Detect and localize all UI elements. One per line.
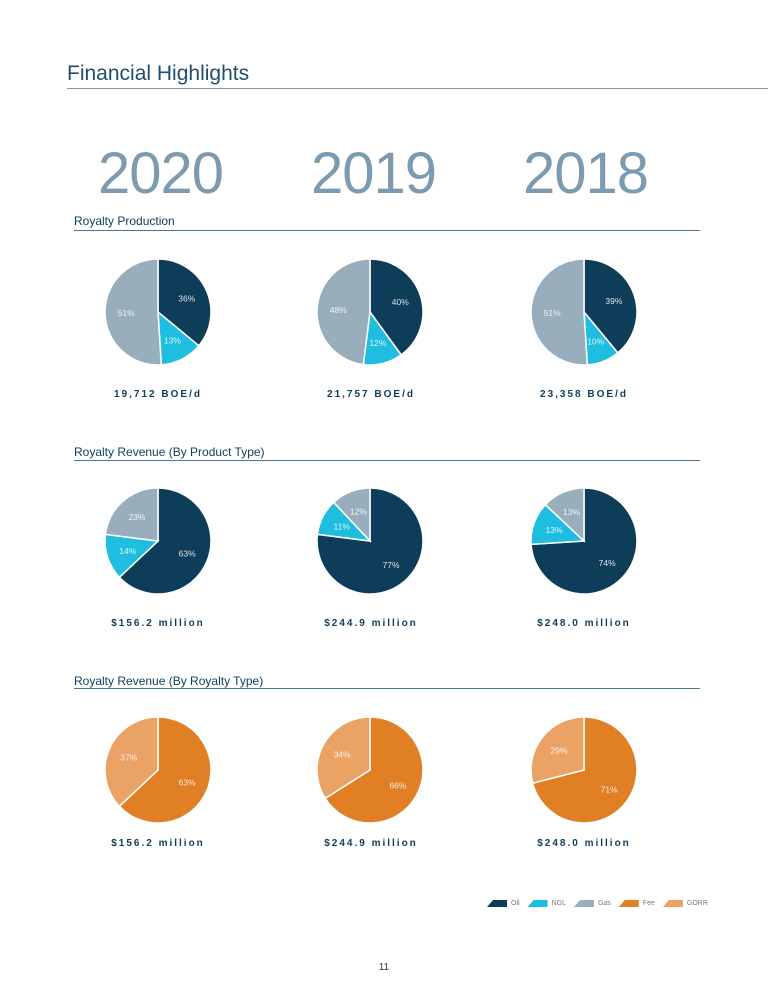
chart-caption: $156.2 million	[111, 618, 205, 629]
chart-caption: $248.0 million	[537, 838, 631, 849]
legend-item: NGL	[527, 900, 566, 907]
pie-slice-oil	[583, 258, 638, 354]
legend-label: Gas	[597, 900, 611, 907]
section-divider	[74, 688, 700, 689]
year-label: 2018	[523, 141, 649, 206]
legend-item: Fee	[618, 900, 655, 907]
pie-label: 13%	[546, 525, 563, 535]
pie-label: 63%	[179, 778, 196, 788]
year-label: 2019	[311, 141, 437, 206]
page-title: Financial Highlights	[67, 62, 250, 85]
legend: Oil NGL Gas Fee GORR	[487, 900, 708, 907]
pie-chart: 39% 10% 51%	[530, 258, 638, 366]
pie-slice-gas	[544, 487, 585, 543]
year-label: 2020	[98, 141, 224, 206]
legend-label: Fee	[642, 900, 655, 907]
pie-label: 29%	[550, 746, 567, 756]
pie-slice-fee	[324, 716, 424, 824]
legend-item: GORR	[662, 900, 708, 907]
section-divider	[74, 460, 700, 461]
pie-label: 39%	[605, 296, 622, 306]
legend-item: Oil	[487, 900, 520, 907]
pie-label: 71%	[601, 784, 618, 794]
legend-label: GORR	[686, 900, 708, 907]
legend-swatch	[618, 900, 639, 907]
pie-label: 14%	[119, 546, 136, 556]
pie-label: 37%	[120, 752, 137, 762]
chart-caption: $156.2 million	[111, 838, 205, 849]
legend-swatch	[527, 900, 548, 907]
pie-chart: 36% 13% 51%	[104, 258, 212, 366]
section-title: Royalty Production	[74, 214, 175, 228]
pie-slice-gas	[530, 258, 589, 366]
page-number: 11	[378, 962, 390, 973]
legend-label: Oil	[511, 900, 520, 907]
pie-slice-oil	[157, 258, 212, 347]
pie-slice-gas	[104, 487, 159, 542]
pie-slice-gas	[316, 258, 371, 366]
legend-item: Gas	[573, 900, 611, 907]
pie-slice-gas	[104, 258, 163, 366]
pie-label: 10%	[587, 337, 604, 347]
chart-caption: $244.9 million	[324, 838, 418, 849]
pie-label: 11%	[333, 522, 350, 532]
legend-swatch	[662, 900, 683, 907]
pie-label: 40%	[392, 297, 409, 307]
pie-label: 13%	[164, 335, 181, 345]
pie-label: 23%	[128, 512, 145, 522]
legend-swatch	[573, 900, 594, 907]
chart-caption: 21,757 BOE/d	[327, 389, 415, 400]
pie-slice-gorr	[530, 716, 585, 785]
title-divider	[67, 88, 768, 89]
chart-caption: 23,358 BOE/d	[540, 389, 628, 400]
pie-chart: 66% 34%	[316, 716, 424, 824]
pie-label: 51%	[544, 308, 561, 318]
pie-chart: 63% 37%	[104, 716, 212, 824]
pie-label: 12%	[350, 506, 367, 516]
chart-caption: 19,712 BOE/d	[114, 389, 202, 400]
pie-slice-fee	[118, 716, 212, 824]
pie-slice-gas	[332, 487, 371, 543]
pie-slice-fee	[531, 716, 638, 824]
pie-label: 48%	[330, 305, 347, 315]
pie-chart: 40% 12% 48%	[316, 258, 424, 366]
legend-swatch	[487, 900, 507, 907]
pie-label: 36%	[178, 293, 195, 303]
pie-slice-oil	[118, 487, 212, 595]
section-divider	[74, 230, 700, 231]
pie-label: 77%	[383, 560, 400, 570]
pie-slice-gorr	[104, 716, 159, 808]
pie-label: 51%	[118, 308, 135, 318]
pie-label: 34%	[334, 750, 351, 760]
pie-chart: 71% 29%	[530, 716, 638, 824]
pie-chart: 77% 11%12%	[316, 487, 424, 595]
pie-label: 12%	[369, 338, 386, 348]
pie-label: 74%	[599, 558, 616, 568]
pie-slice-oil	[369, 258, 424, 356]
pie-chart: 63% 14% 23%	[104, 487, 212, 595]
section-title: Royalty Revenue (By Royalty Type)	[74, 674, 264, 688]
chart-caption: $248.0 million	[537, 618, 631, 629]
pie-label: 13%	[563, 507, 580, 517]
section-title: Royalty Revenue (By Product Type)	[74, 445, 265, 459]
legend-label: NGL	[551, 900, 566, 907]
pie-label: 66%	[389, 780, 406, 790]
pie-chart: 74% 13%13%	[530, 487, 638, 595]
pie-slice-gorr	[316, 716, 371, 800]
pie-label: 63%	[179, 549, 196, 559]
chart-caption: $244.9 million	[324, 618, 418, 629]
